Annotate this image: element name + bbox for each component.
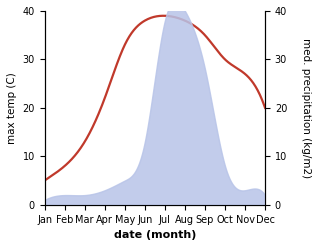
X-axis label: date (month): date (month) — [114, 230, 196, 240]
Y-axis label: max temp (C): max temp (C) — [7, 72, 17, 144]
Y-axis label: med. precipitation (kg/m2): med. precipitation (kg/m2) — [301, 38, 311, 178]
